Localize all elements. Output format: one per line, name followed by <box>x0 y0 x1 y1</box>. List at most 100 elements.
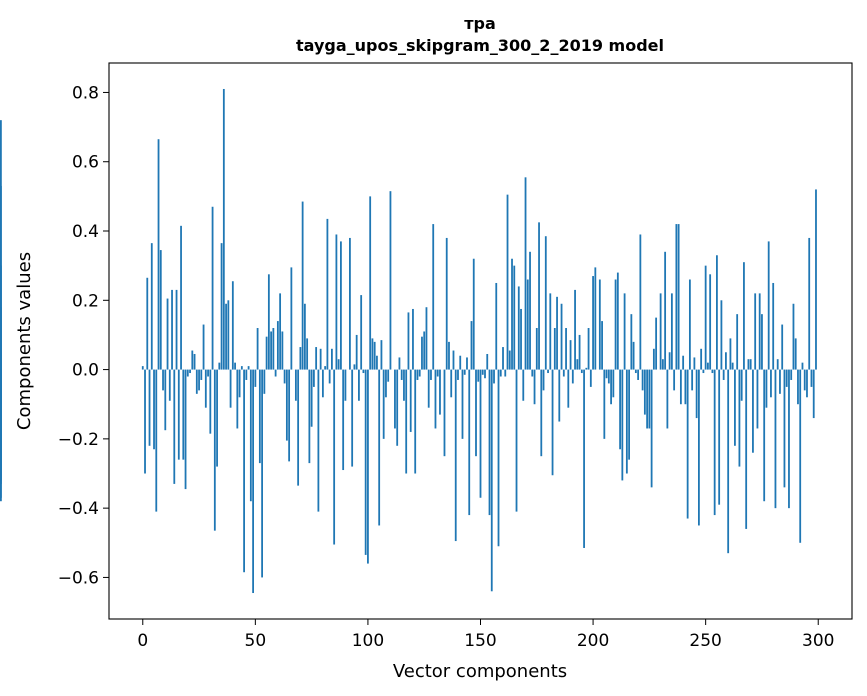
bar-component-190 <box>569 340 572 370</box>
bar-component-102 <box>371 338 374 370</box>
bar-component-136 <box>448 341 450 370</box>
bar-component-231 <box>661 359 664 370</box>
bar-component-88 <box>340 241 342 370</box>
bar-component-27 <box>202 324 205 370</box>
bar-component-125 <box>423 331 426 370</box>
bar-component-151 <box>481 369 484 375</box>
bar-component-35 <box>220 243 223 370</box>
bar-component-209 <box>612 369 615 398</box>
bar-component-214 <box>623 293 626 370</box>
bar-component-116 <box>403 369 405 401</box>
bar-component-41 <box>234 362 236 370</box>
bar-component-194 <box>578 334 581 370</box>
y-axis-ticks: −0.6 −0.4 −0.2 0.0 0.2 0.4 0.6 0.8 <box>58 83 109 588</box>
bar-component-15 <box>175 289 178 370</box>
bar-component-179 <box>544 236 547 370</box>
bar-component-212 <box>619 369 621 450</box>
bar-component-294 <box>803 369 806 391</box>
bar-component-115 <box>400 369 403 380</box>
bar-component-145 <box>468 369 471 516</box>
bar-component-177 <box>540 369 543 457</box>
bar-component-74 <box>308 369 311 464</box>
bar-component-227 <box>652 348 655 370</box>
bar-component-23 <box>193 353 196 370</box>
bar-component-289 <box>792 303 795 370</box>
bar-component-187 <box>562 369 565 377</box>
bar-component-269 <box>747 359 750 370</box>
y-tick-label: 0.8 <box>72 83 99 103</box>
bar-component-70 <box>299 347 302 370</box>
bar-component-262 <box>731 362 734 370</box>
x-tick-label: 200 <box>577 631 609 651</box>
bar-component-138 <box>452 350 455 370</box>
bar-component-113 <box>396 369 399 446</box>
bar-component-33 <box>216 369 218 467</box>
bar-component-255 <box>716 255 718 370</box>
x-tick-label: 0 <box>137 631 148 651</box>
bar-component-76 <box>312 369 315 387</box>
bar-component-278 <box>767 241 770 370</box>
bar-component-292 <box>799 369 802 543</box>
bar-component-171 <box>526 279 529 370</box>
bar-component-73 <box>306 338 309 370</box>
bar-component-184 <box>556 296 558 370</box>
bar-component-146 <box>470 321 473 370</box>
bar-component-276 <box>763 369 766 502</box>
bar-component-217 <box>630 314 633 370</box>
bar-component-197 <box>585 367 588 370</box>
bar-component-37 <box>225 303 227 370</box>
bar-component-238 <box>677 224 680 370</box>
bar-component-272 <box>754 293 757 370</box>
bar-component-245 <box>693 357 696 370</box>
bar-component-36 <box>222 88 225 370</box>
bar-component-14 <box>173 369 176 484</box>
bar-component-208 <box>610 369 612 405</box>
bar-component-135 <box>445 237 448 370</box>
bar-component-178 <box>542 369 545 391</box>
bar-component-273 <box>756 369 759 429</box>
bar-component-96 <box>358 369 360 401</box>
bar-component-241 <box>684 369 687 405</box>
x-tick-label: 250 <box>689 631 721 651</box>
bar-component-121 <box>414 369 417 474</box>
bar-component-186 <box>560 303 563 370</box>
bar-component-122 <box>416 369 419 380</box>
bar-component-98 <box>362 369 365 374</box>
bar-component-58 <box>272 328 275 370</box>
bar-component-2 <box>146 277 149 370</box>
bar-component-281 <box>774 369 777 509</box>
bar-component-82 <box>326 218 329 370</box>
bar-component-100 <box>367 369 369 564</box>
bar-component-63 <box>283 369 286 384</box>
bar-component-126 <box>425 307 428 370</box>
bar-component-279 <box>770 369 772 398</box>
bar-component-155 <box>490 369 493 592</box>
bar-component-77 <box>315 347 318 370</box>
bar-component-129 <box>432 224 435 370</box>
x-tick-label: 50 <box>245 631 267 651</box>
bar-component-4 <box>150 243 153 370</box>
bar-component-112 <box>394 369 396 429</box>
bar-component-249 <box>702 369 705 374</box>
bar-component-162 <box>506 194 509 370</box>
bar-component-19 <box>184 369 187 490</box>
bar-component-109 <box>387 369 390 382</box>
bar-component-161 <box>504 369 507 377</box>
bar-component-68 <box>294 369 297 401</box>
bar-component-263 <box>734 369 736 446</box>
y-axis-label: Components values <box>14 252 35 430</box>
bar-component-48 <box>249 369 252 502</box>
bar-component-258 <box>722 369 725 380</box>
bar-component-164 <box>511 258 513 370</box>
bar-component-288 <box>790 369 793 380</box>
bar-component-169 <box>522 369 525 401</box>
bar-component-34 <box>218 362 221 370</box>
bar-component-65 <box>288 369 291 462</box>
bar-component-30 <box>209 369 212 434</box>
bar-component-180 <box>547 369 549 374</box>
bar-component-9 <box>162 369 164 391</box>
bar-component-87 <box>337 359 340 370</box>
bar-component-0 <box>141 366 144 370</box>
y-tick-label: 0.2 <box>72 291 99 311</box>
bar-component-99 <box>364 369 367 555</box>
